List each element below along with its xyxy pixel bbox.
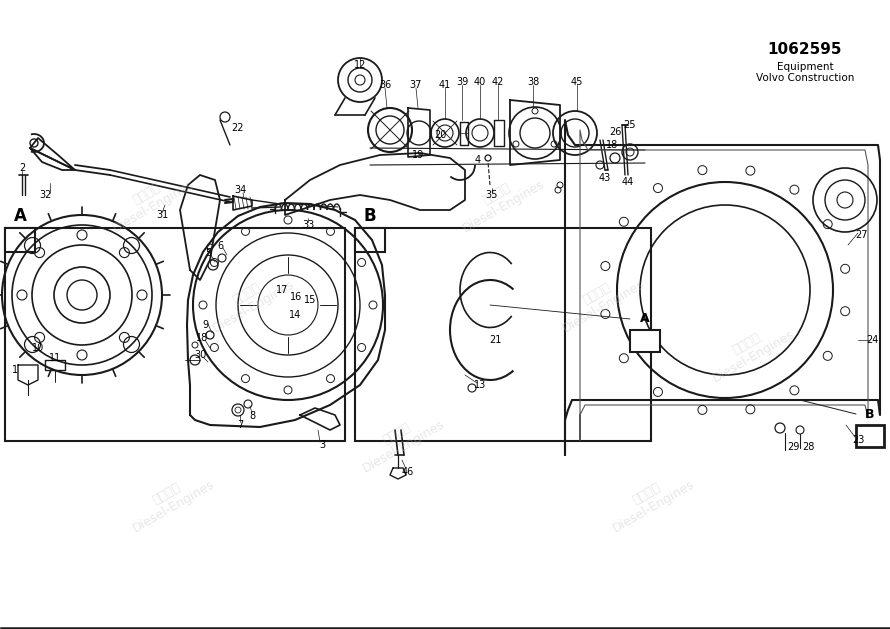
Text: 23: 23 bbox=[852, 435, 864, 445]
Text: 1062595: 1062595 bbox=[768, 43, 842, 57]
Text: 15: 15 bbox=[303, 295, 316, 305]
Text: 9: 9 bbox=[202, 320, 208, 330]
Text: 34: 34 bbox=[234, 185, 247, 195]
Bar bbox=[5, 228, 35, 252]
Text: B: B bbox=[865, 408, 875, 421]
Text: 11: 11 bbox=[49, 353, 61, 363]
Text: 29: 29 bbox=[787, 442, 799, 452]
Text: 42: 42 bbox=[492, 77, 505, 87]
Text: 5: 5 bbox=[205, 248, 211, 258]
Text: Volvo Construction: Volvo Construction bbox=[756, 73, 854, 83]
Text: 12: 12 bbox=[354, 60, 366, 70]
Text: A: A bbox=[13, 207, 27, 225]
Text: 33: 33 bbox=[302, 220, 314, 230]
Text: 紫发动力
Diesel-Engines: 紫发动力 Diesel-Engines bbox=[603, 465, 697, 535]
Text: 紫发动力
Diesel-Engines: 紫发动力 Diesel-Engines bbox=[123, 465, 217, 535]
Text: 39: 39 bbox=[456, 77, 468, 87]
Text: 16: 16 bbox=[290, 292, 302, 302]
Text: 36: 36 bbox=[379, 80, 391, 90]
Text: 紫发动力
Diesel-Engines: 紫发动力 Diesel-Engines bbox=[453, 165, 547, 235]
Text: 10: 10 bbox=[32, 343, 44, 353]
Text: 19: 19 bbox=[412, 150, 425, 160]
Text: 17: 17 bbox=[276, 285, 288, 295]
Text: 紫发动力
Diesel-Engines: 紫发动力 Diesel-Engines bbox=[203, 265, 297, 335]
Text: 紫发动力
Diesel-Engines: 紫发动力 Diesel-Engines bbox=[103, 165, 197, 235]
Text: 25: 25 bbox=[624, 120, 636, 130]
Text: 7: 7 bbox=[237, 420, 243, 430]
Text: 14: 14 bbox=[289, 310, 301, 320]
Text: 32: 32 bbox=[39, 190, 52, 200]
Text: 28: 28 bbox=[802, 442, 814, 452]
Text: 35: 35 bbox=[486, 190, 498, 200]
Text: A: A bbox=[640, 313, 650, 325]
Text: 31: 31 bbox=[156, 210, 168, 220]
Text: 46: 46 bbox=[402, 467, 414, 477]
Text: 13: 13 bbox=[473, 380, 486, 390]
Text: 紫发动力
Diesel-Engines: 紫发动力 Diesel-Engines bbox=[703, 314, 797, 385]
Text: 18: 18 bbox=[196, 333, 208, 343]
Text: 紫发动力
Diesel-Engines: 紫发动力 Diesel-Engines bbox=[553, 265, 647, 335]
Text: 26: 26 bbox=[609, 127, 621, 137]
Bar bbox=[630, 330, 660, 352]
Text: 4: 4 bbox=[475, 155, 481, 165]
Text: 21: 21 bbox=[489, 335, 501, 345]
Text: 37: 37 bbox=[409, 80, 422, 90]
Text: 3: 3 bbox=[319, 440, 325, 450]
Text: 27: 27 bbox=[856, 230, 869, 240]
Text: 40: 40 bbox=[473, 77, 486, 87]
Bar bbox=[5, 228, 345, 441]
Text: 41: 41 bbox=[439, 80, 451, 90]
Text: 44: 44 bbox=[622, 177, 634, 187]
Text: 45: 45 bbox=[570, 77, 583, 87]
Text: Equipment: Equipment bbox=[777, 62, 833, 72]
Text: 22: 22 bbox=[231, 123, 243, 133]
Bar bbox=[856, 425, 884, 447]
Text: 6: 6 bbox=[217, 241, 223, 251]
Text: 24: 24 bbox=[866, 335, 878, 345]
Text: 1: 1 bbox=[12, 365, 18, 375]
Text: 30: 30 bbox=[194, 350, 206, 360]
Text: 43: 43 bbox=[599, 173, 611, 183]
Text: 8: 8 bbox=[249, 411, 255, 421]
Bar bbox=[355, 228, 385, 252]
Text: 38: 38 bbox=[527, 77, 539, 87]
Text: 紫发动力
Diesel-Engines: 紫发动力 Diesel-Engines bbox=[353, 404, 447, 476]
Text: 20: 20 bbox=[433, 130, 446, 140]
Bar bbox=[355, 228, 651, 441]
Text: 2: 2 bbox=[19, 163, 25, 173]
Text: 18: 18 bbox=[606, 140, 619, 150]
Text: B: B bbox=[364, 207, 376, 225]
